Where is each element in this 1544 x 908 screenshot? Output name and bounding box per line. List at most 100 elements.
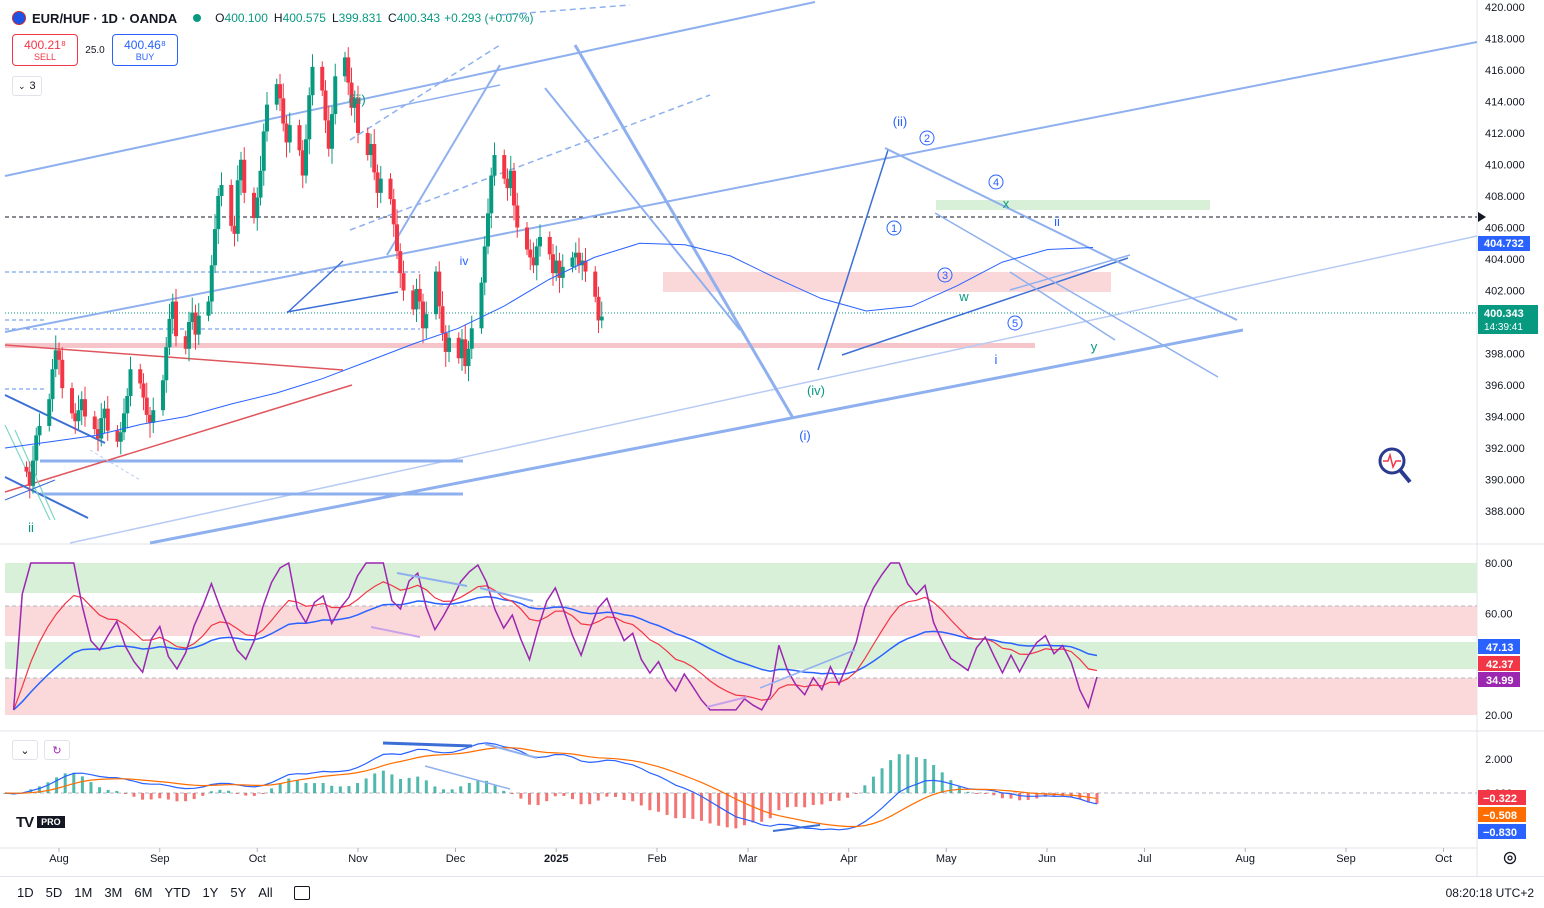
macd-histogram-bar <box>1009 793 1013 799</box>
macd-histogram-bar <box>691 793 695 819</box>
candle-body <box>187 322 191 349</box>
indicators-collapse-button[interactable]: ⌄ 3 <box>12 76 42 96</box>
macd-histogram-bar <box>304 783 308 793</box>
candle-body <box>466 348 471 367</box>
last-price-label <box>1478 305 1538 334</box>
range-1y[interactable]: 1Y <box>202 885 219 900</box>
macd-histogram-bar <box>528 793 532 805</box>
range-5y[interactable]: 5Y <box>230 885 247 900</box>
trendline <box>349 44 501 141</box>
open-label: O <box>215 11 225 25</box>
chevron-down-icon[interactable]: ⌄ <box>12 740 38 760</box>
macd-histogram-bar <box>742 793 746 826</box>
range-3m[interactable]: 3M <box>104 885 123 900</box>
range-1d[interactable]: 1D <box>17 885 34 900</box>
range-1m[interactable]: 1M <box>74 885 93 900</box>
candle-body <box>528 249 533 258</box>
indicator-count: 3 <box>29 80 36 92</box>
clock[interactable]: 08:20:18 UTC+2 <box>1445 885 1534 900</box>
calendar-icon[interactable] <box>293 885 310 900</box>
wave-label: ii <box>28 520 34 535</box>
macd-histogram-bar <box>562 793 566 796</box>
candle-body <box>531 257 536 266</box>
macd-histogram-bar <box>794 793 798 807</box>
candle-body <box>333 76 338 115</box>
wave-label: y <box>1091 339 1098 354</box>
macd-value-label <box>1478 824 1526 839</box>
buy-price: 400.46⁸ <box>124 38 166 52</box>
time-tick: Oct <box>249 853 266 865</box>
price-tick: 418.000 <box>1485 34 1525 46</box>
trendline <box>544 87 741 331</box>
high-value: 400.575 <box>282 11 326 25</box>
macd-histogram-bar <box>631 793 635 802</box>
candle-body <box>583 260 588 272</box>
rsi-value-label <box>1478 639 1520 654</box>
candle-body <box>463 339 468 367</box>
macd-histogram-bar <box>390 774 394 793</box>
candle-body <box>300 150 305 176</box>
macd-tick: 2.000 <box>1485 754 1513 766</box>
candle-body <box>489 175 494 214</box>
rsi-fast-ma <box>13 581 1098 711</box>
candle-body <box>512 170 516 206</box>
low-label: L <box>331 11 339 25</box>
trendline <box>4 394 106 444</box>
macd-histogram-bar <box>751 793 755 823</box>
logo-mark: TV <box>16 813 34 831</box>
wave-circle <box>886 220 902 236</box>
candle-body <box>505 178 510 189</box>
trendline <box>4 1 816 177</box>
level-marker-icon <box>1478 212 1486 222</box>
time-tick: Apr <box>840 853 857 865</box>
candle-body <box>138 369 143 384</box>
range-6m[interactable]: 6M <box>134 885 153 900</box>
macd-histogram-bar <box>811 793 815 806</box>
candle-body <box>261 131 266 171</box>
support-band <box>5 343 1035 348</box>
refresh-icon[interactable]: ↻ <box>44 740 70 760</box>
macd-value-text: −0.830 <box>1483 827 1517 839</box>
range-ytd[interactable]: YTD <box>164 885 191 900</box>
candle-body <box>141 383 146 398</box>
candle-body <box>573 252 578 258</box>
macd-histogram-bar <box>863 785 867 793</box>
candle-body <box>24 466 29 472</box>
wave-label: (iii) <box>348 92 365 107</box>
candle-body <box>170 301 175 319</box>
macd-signal-line <box>4 747 1098 828</box>
candle-body <box>232 225 237 234</box>
buy-button[interactable]: 400.46⁸ BUY <box>112 34 178 66</box>
macd-histogram-bar <box>98 787 102 793</box>
trendline <box>349 94 711 231</box>
macd-histogram-bar <box>828 793 832 802</box>
time-tick: Jul <box>1137 853 1151 865</box>
candle-body <box>79 399 84 411</box>
macd-histogram-bar <box>579 793 583 805</box>
price-tick: 388.000 <box>1485 506 1525 518</box>
candle-body <box>255 197 260 219</box>
candle-body <box>538 236 542 247</box>
macd-histogram-bar <box>347 786 351 793</box>
candle-body <box>395 224 399 252</box>
macd-histogram-bar <box>373 773 377 793</box>
candle-body <box>599 316 604 321</box>
open-value: 400.100 <box>224 11 268 25</box>
candle-body <box>414 288 419 310</box>
symbol-title[interactable]: EUR/HUF · 1D · OANDA <box>32 10 178 26</box>
candle-body <box>326 120 331 149</box>
sell-button[interactable]: 400.21⁸ SELL <box>12 34 78 66</box>
time-tick: Oct <box>1435 853 1452 865</box>
price-tick: 408.000 <box>1485 191 1525 203</box>
range-all[interactable]: All <box>258 885 273 900</box>
candle-body <box>118 432 123 442</box>
rsi-slow-ma <box>13 595 1098 711</box>
range-5d[interactable]: 5D <box>45 885 63 900</box>
gear-icon[interactable] <box>1502 850 1518 866</box>
candle-body <box>265 104 269 132</box>
candle-body <box>356 98 360 133</box>
candle-body <box>304 139 308 176</box>
price-tick: 390.000 <box>1485 475 1525 487</box>
trendline <box>573 44 795 419</box>
